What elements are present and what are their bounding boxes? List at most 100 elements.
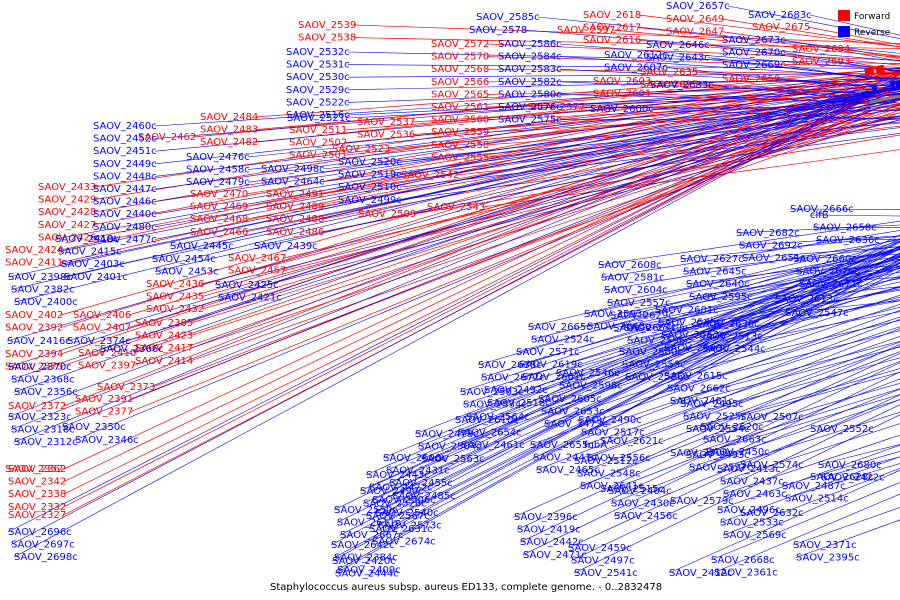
- forward-gene-label: SAOV_2617: [583, 23, 641, 34]
- reverse-gene-label: SAOV_2640c: [686, 279, 750, 290]
- reverse-connector: [74, 98, 900, 441]
- reverse-connector: [347, 78, 900, 91]
- reverse-connector: [382, 240, 900, 459]
- reverse-gene-label: SAOV_2682c: [736, 228, 800, 239]
- legend-forward-label: Forward: [854, 12, 890, 22]
- reverse-gene-label: SAOV_2529c: [286, 85, 350, 96]
- forward-gene-label: SAOV_2470: [190, 189, 248, 200]
- forward-gene-label: SAOV_2537: [357, 117, 415, 128]
- forward-gene-label: SAOV_2424: [5, 245, 63, 256]
- reverse-connector: [13, 89, 883, 558]
- reverse-gene-label: SAOV_2546c: [556, 368, 620, 379]
- reverse-gene-label: SAOV_2680c: [818, 460, 882, 471]
- reverse-connector: [417, 253, 900, 447]
- reverse-connector: [154, 79, 900, 139]
- reverse-connector: [522, 371, 900, 556]
- reverse-gene-feature: [873, 84, 878, 94]
- reverse-gene-label: SAOV_2458c: [186, 165, 250, 176]
- legend: Forward Reverse: [838, 10, 891, 38]
- forward-connector: [193, 67, 900, 138]
- reverse-gene-label: SAOV_2564c: [466, 412, 530, 423]
- legend-reverse-swatch: [838, 26, 850, 37]
- reverse-gene-label: SAOV_2541c: [574, 568, 638, 579]
- reverse-gene-label: SAOV_2584c: [498, 52, 562, 63]
- reverse-gene-label: SAOV_2437c: [720, 477, 784, 488]
- reverse-gene-label: SAOV_2585c: [476, 12, 540, 23]
- reverse-gene-label: SAOV_2530c: [286, 72, 350, 83]
- reverse-connector: [462, 255, 900, 405]
- reverse-gene-label: SAOV_2698c: [14, 552, 78, 563]
- reverse-gene-label: SAOV_2522c: [286, 97, 350, 108]
- forward-gene-label: SAOV_2375: [5, 362, 63, 373]
- reverse-gene-label: SAOV_2384c: [334, 553, 398, 564]
- reverse-connector: [513, 343, 900, 518]
- reverse-connector: [727, 5, 900, 39]
- reverse-gene-label: SAOV_2465c: [536, 465, 600, 476]
- forward-gene-label: SAOV_2373: [97, 382, 155, 393]
- reverse-connector: [573, 414, 900, 574]
- reverse-connector: [334, 259, 900, 574]
- forward-connector: [190, 107, 900, 336]
- reverse-gene-label: SAOV_2510c: [338, 182, 402, 193]
- forward-connector: [721, 18, 900, 48]
- reverse-gene-label: SAOV_2613c: [775, 294, 839, 305]
- reverse-gene-label: SAOV_2513c: [699, 332, 763, 343]
- reverse-connector: [365, 255, 900, 517]
- forward-gene-label: SAOV_2406: [73, 310, 131, 321]
- reverse-gene-label: SAOV_2494c: [360, 486, 424, 497]
- forward-gene-label: SAOV_2568: [431, 64, 489, 75]
- forward-connector: [612, 29, 900, 58]
- reverse-gene-label: SAOV_2507c: [740, 412, 804, 423]
- reverse-connector: [359, 242, 900, 492]
- reverse-connector: [707, 44, 900, 72]
- reverse-connector: [399, 115, 900, 163]
- reverse-gene-label: SAOV_2371c: [793, 540, 857, 551]
- forward-connector: [190, 104, 900, 324]
- forward-gene-label: SAOV_2426: [38, 232, 96, 243]
- reverse-connector: [530, 247, 900, 340]
- forward-gene-label: SAOV_2362: [8, 464, 66, 475]
- reverse-gene-label: SAOV_2416c: [7, 336, 71, 347]
- reverse-gene-label: SAOV_2628c: [810, 472, 874, 483]
- reverse-gene-label: SAOV_2323c: [8, 412, 72, 423]
- reverse-connector: [99, 98, 900, 350]
- reverse-gene-label: SAOV_2608c: [598, 260, 662, 271]
- reverse-gene-label: SAOV_2403c: [61, 259, 125, 270]
- reverse-gene-label: SAOV_2540c: [375, 508, 439, 519]
- forward-gene-label: SAOV_2511: [289, 125, 347, 136]
- forward-gene-label: SAOV_2577: [527, 102, 585, 113]
- forward-gene-label: SAOV_2536: [357, 130, 415, 141]
- reverse-gene-label: SAOV_2472c: [369, 483, 433, 494]
- reverse-gene-label: SAOV_2456c: [614, 511, 678, 522]
- reverse-connector: [707, 57, 900, 82]
- reverse-gene-label: SAOV_2504c: [418, 442, 482, 453]
- reverse-connector: [336, 259, 900, 571]
- forward-gene-label: SAOV_2483: [200, 125, 258, 136]
- reverse-connector: [61, 93, 900, 428]
- reverse-connector: [54, 85, 900, 240]
- forward-gene-label: SAOV_2423: [135, 331, 193, 342]
- reverse-gene-label: SAOV_2576c: [498, 102, 562, 113]
- reverse-gene-label: SAOV_2600c: [590, 104, 654, 115]
- reverse-connector: [577, 316, 900, 421]
- forward-gene-label: SAOV_2397: [78, 361, 136, 372]
- reverse-gene-label: SAOV_2609c: [664, 343, 728, 354]
- reverse-connector: [543, 303, 900, 425]
- forward-connector: [245, 94, 900, 220]
- feature-labels: SAOV_2539SAOV_2538SAOV_2618SAOV_2617SAOV…: [5, 1, 885, 580]
- reverse-connector: [559, 106, 900, 111]
- reverse-gene-label: SAOV_2580c: [498, 89, 562, 100]
- forward-connector: [638, 39, 900, 66]
- legend-forward-swatch: [838, 10, 850, 21]
- reverse-gene-label: SAOV_2532c: [286, 47, 350, 58]
- reverse-gene-label: SAOV_2571c: [516, 347, 580, 358]
- forward-connector: [721, 31, 900, 58]
- forward-gene-label: SAOV_2484: [200, 112, 258, 123]
- forward-gene-label: SAOV_2502: [289, 138, 347, 149]
- reverse-connector: [339, 247, 900, 536]
- reverse-connector: [722, 467, 900, 536]
- forward-connector: [93, 70, 900, 213]
- forward-gene-label: SAOV_2394: [5, 349, 63, 360]
- reverse-gene-label: SAOV_2526c: [625, 372, 689, 383]
- forward-gene-feature: [878, 64, 886, 74]
